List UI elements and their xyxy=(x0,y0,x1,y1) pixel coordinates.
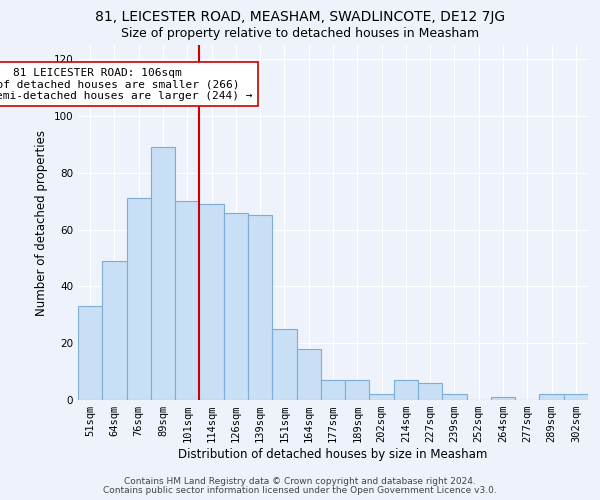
Bar xyxy=(394,380,418,400)
Bar xyxy=(491,397,515,400)
X-axis label: Distribution of detached houses by size in Measham: Distribution of detached houses by size … xyxy=(178,448,488,461)
Y-axis label: Number of detached properties: Number of detached properties xyxy=(35,130,48,316)
Bar xyxy=(78,306,102,400)
Bar xyxy=(370,394,394,400)
Text: Contains HM Land Registry data © Crown copyright and database right 2024.: Contains HM Land Registry data © Crown c… xyxy=(124,477,476,486)
Bar xyxy=(175,201,199,400)
Text: 81, LEICESTER ROAD, MEASHAM, SWADLINCOTE, DE12 7JG: 81, LEICESTER ROAD, MEASHAM, SWADLINCOTE… xyxy=(95,10,505,24)
Bar xyxy=(296,349,321,400)
Text: 81 LEICESTER ROAD: 106sqm
← 52% of detached houses are smaller (266)
48% of semi: 81 LEICESTER ROAD: 106sqm ← 52% of detac… xyxy=(0,68,253,101)
Bar xyxy=(248,216,272,400)
Bar xyxy=(564,394,588,400)
Bar xyxy=(272,329,296,400)
Bar xyxy=(224,212,248,400)
Bar xyxy=(345,380,370,400)
Bar xyxy=(102,261,127,400)
Bar xyxy=(321,380,345,400)
Text: Size of property relative to detached houses in Measham: Size of property relative to detached ho… xyxy=(121,28,479,40)
Bar xyxy=(442,394,467,400)
Bar xyxy=(199,204,224,400)
Bar xyxy=(151,147,175,400)
Bar xyxy=(127,198,151,400)
Bar xyxy=(539,394,564,400)
Bar xyxy=(418,383,442,400)
Text: Contains public sector information licensed under the Open Government Licence v3: Contains public sector information licen… xyxy=(103,486,497,495)
